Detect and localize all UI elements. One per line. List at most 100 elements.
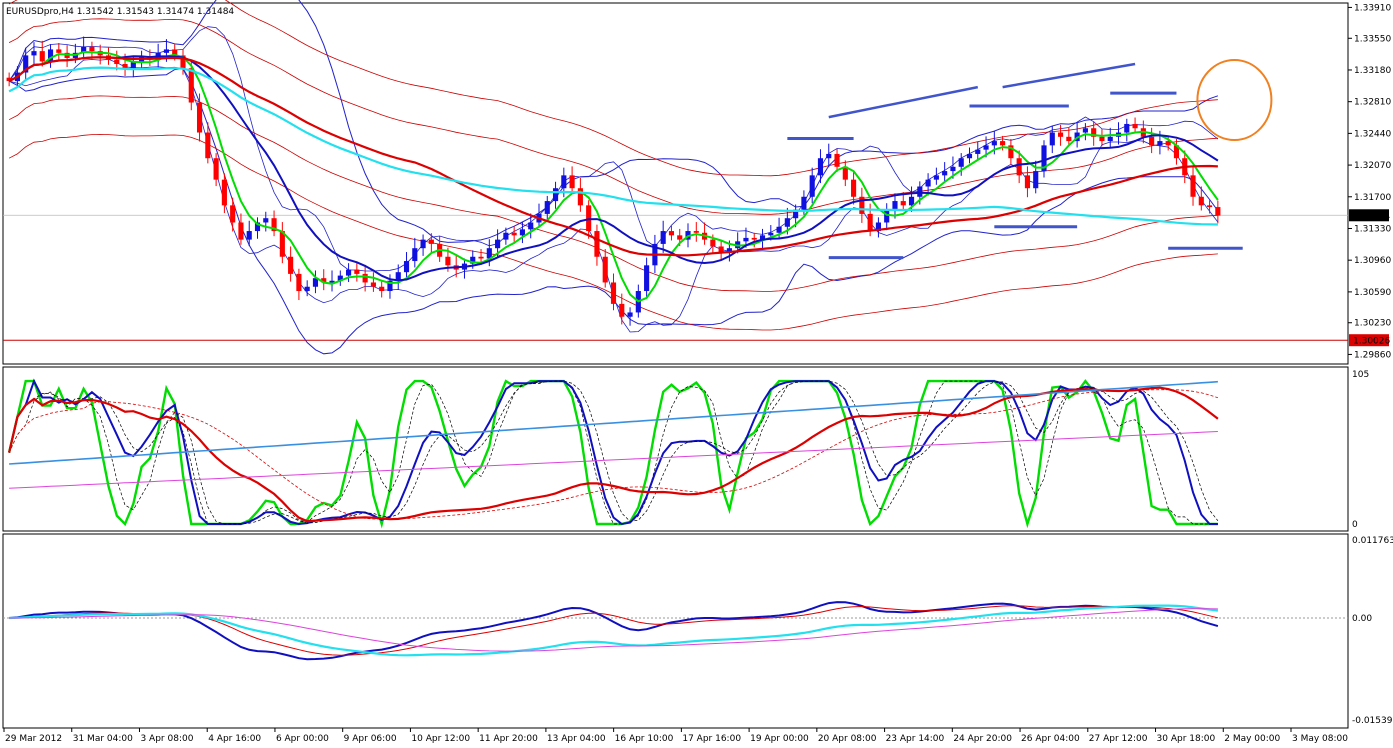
main-panel-frame bbox=[2, 2, 1349, 365]
candle-body bbox=[246, 231, 252, 240]
ma-cyan-line bbox=[8, 66, 1218, 226]
candle-body bbox=[196, 102, 203, 133]
time-tick-label: 10 Apr 12:00 bbox=[411, 734, 470, 744]
candle-body bbox=[379, 286, 385, 292]
macd-blue-line bbox=[9, 601, 1219, 661]
candle-body bbox=[644, 265, 650, 292]
price-tick-label: 1.33180 bbox=[1354, 66, 1391, 76]
candle-body bbox=[445, 256, 451, 266]
candle-body bbox=[1091, 128, 1097, 137]
candle-body bbox=[908, 196, 915, 206]
candle-body bbox=[776, 226, 782, 233]
price-tick-label: 1.33550 bbox=[1354, 34, 1391, 44]
candle-body bbox=[602, 256, 608, 283]
candle-body bbox=[263, 218, 269, 223]
macd-signal-line bbox=[9, 605, 1219, 656]
candle-body bbox=[395, 272, 401, 281]
time-tick-label: 24 Apr 20:00 bbox=[953, 734, 1012, 744]
candle-body bbox=[1016, 158, 1022, 176]
candle-body bbox=[81, 46, 87, 53]
candle-body bbox=[354, 269, 360, 274]
candle-body bbox=[1008, 145, 1014, 159]
candle-body bbox=[230, 205, 236, 223]
oscillator-tick-label: 105 bbox=[1352, 370, 1369, 380]
candle-body bbox=[925, 179, 931, 187]
time-tick-label: 31 Mar 04:00 bbox=[73, 734, 133, 744]
candle-body bbox=[809, 175, 815, 197]
candle-body bbox=[503, 232, 509, 240]
oscillator-green-line bbox=[7, 379, 1218, 529]
candle-body bbox=[610, 282, 617, 304]
candle-body bbox=[403, 261, 410, 273]
candle-body bbox=[296, 273, 302, 292]
candle-body bbox=[743, 237, 749, 242]
oscillator-red-line bbox=[8, 386, 1219, 523]
candle-body bbox=[478, 256, 484, 259]
candle-body bbox=[1190, 175, 1196, 197]
envelope-line-2 bbox=[8, 95, 1218, 292]
candle-body bbox=[254, 222, 261, 232]
candle-body bbox=[420, 239, 426, 249]
candle-body bbox=[312, 278, 319, 287]
time-axis: 29 Mar 2012 31 Mar 04:00 3 Apr 08:00 4 Apr … bbox=[3, 728, 1348, 744]
candle-body bbox=[180, 55, 186, 69]
oscillator-tick-label: 0 bbox=[1352, 520, 1358, 530]
candle-body bbox=[114, 59, 120, 64]
candle-body bbox=[577, 188, 583, 206]
candle-body bbox=[130, 62, 136, 69]
candle-body bbox=[933, 175, 939, 180]
macd-panel-frame bbox=[2, 533, 1349, 729]
candle-body bbox=[826, 153, 832, 159]
candle-body bbox=[544, 201, 550, 214]
rising-trendline-1 bbox=[828, 85, 979, 119]
price-tick-label: 1.32070 bbox=[1354, 161, 1391, 171]
candle-body bbox=[486, 248, 492, 259]
candle-body bbox=[528, 222, 534, 230]
candle-body bbox=[983, 145, 989, 150]
candle-body bbox=[859, 196, 865, 214]
ma-red-line bbox=[8, 56, 1218, 257]
macd-tick-label: 0.011763 bbox=[1352, 536, 1393, 546]
oscillator-blue-signal bbox=[8, 380, 1219, 525]
candle-body bbox=[1000, 141, 1006, 146]
price-tick-label: 1.31330 bbox=[1354, 224, 1391, 234]
candle-body bbox=[370, 282, 376, 287]
macd-tick-label: 0.00 bbox=[1352, 614, 1372, 624]
candle-body bbox=[627, 312, 633, 317]
candle-body bbox=[884, 209, 890, 223]
price-tick-label: 1.31700 bbox=[1354, 193, 1391, 203]
time-tick-label: 3 Apr 08:00 bbox=[140, 734, 193, 744]
candle-body bbox=[991, 141, 997, 146]
candle-body bbox=[726, 248, 732, 253]
candle-body bbox=[470, 256, 476, 264]
time-tick-label: 20 Apr 08:00 bbox=[818, 734, 877, 744]
candle-body bbox=[279, 231, 285, 257]
candle-body bbox=[768, 232, 774, 236]
main-grid bbox=[3, 214, 1348, 341]
time-tick-label: 17 Apr 16:00 bbox=[682, 734, 741, 744]
candle-body bbox=[693, 231, 699, 233]
moving-averages-layer bbox=[8, 50, 1219, 303]
time-tick-label: 27 Apr 12:00 bbox=[1089, 734, 1148, 744]
candle-body bbox=[668, 231, 675, 236]
ma-green-line bbox=[8, 50, 1219, 303]
candle-body bbox=[950, 166, 956, 172]
price-tick-label: 1.33910 bbox=[1354, 3, 1391, 13]
candle-body bbox=[346, 269, 352, 276]
time-tick-label: 29 Mar 2012 bbox=[5, 734, 62, 744]
candle-body bbox=[288, 256, 294, 274]
time-tick-label: 6 Apr 00:00 bbox=[276, 734, 329, 744]
candle-body bbox=[784, 218, 790, 227]
envelope-line-1 bbox=[8, 0, 1218, 177]
candle-body bbox=[1107, 136, 1113, 142]
candle-body bbox=[205, 132, 211, 159]
candle-body bbox=[1066, 136, 1072, 142]
candle-body bbox=[892, 201, 898, 210]
candle-body bbox=[842, 166, 848, 180]
symbol-title: EURUSDpro,H4 1.31542 1.31543 1.31474 1.3… bbox=[6, 7, 234, 17]
candle-body bbox=[1057, 132, 1064, 137]
candle-body bbox=[751, 237, 757, 240]
candle-body bbox=[412, 248, 418, 262]
bollinger-upper-line bbox=[8, 0, 1219, 243]
